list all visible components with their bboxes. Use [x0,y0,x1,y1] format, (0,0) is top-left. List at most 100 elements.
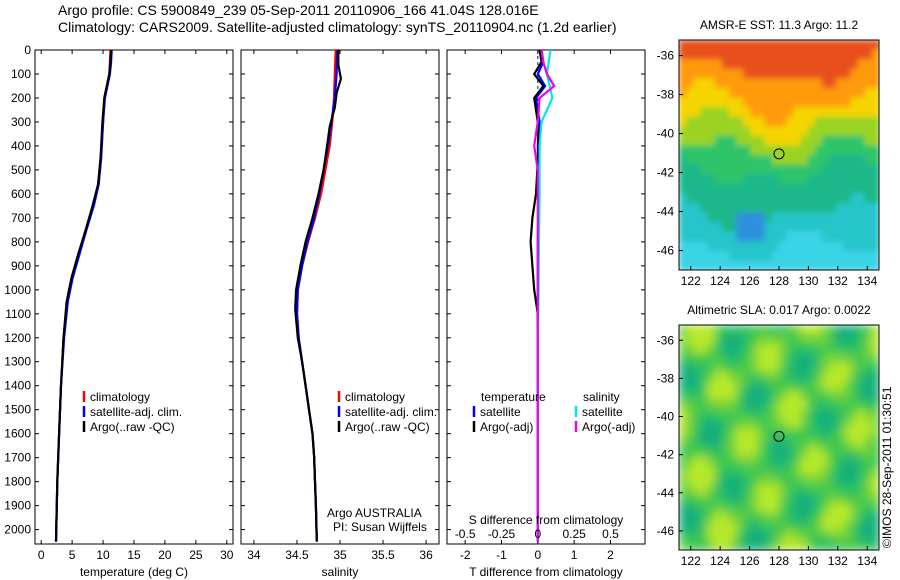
sla-map-y-tick-label: -44 [657,486,675,500]
depth-tick-label: 900 [11,259,31,273]
difference-legend-header-salinity: salinity [583,390,620,404]
difference-series-line [533,50,556,542]
difference-panel-frame [446,49,646,545]
sla-map-x-tick-label: 122 [681,554,701,568]
sla-map-x-tick-label: 128 [769,554,789,568]
difference-s-tick-label: -0.25 [488,527,516,541]
sst-map-x-tick-label: 132 [828,274,848,288]
depth-tick-label: 1100 [5,307,31,321]
depth-tick-label: 1300 [4,355,31,369]
difference-temperature-legend-label: Argo(-adj) [480,420,533,434]
salinity-x-tick-label: 35 [333,548,347,562]
depth-tick-label: 0 [24,43,31,57]
sst-map-y-tick-label: -40 [657,127,675,141]
salinity-legend-label: satellite-adj. clim. [345,405,437,419]
difference-temperature-legend-label: satellite [480,405,521,419]
difference-s-tick-label: 0 [534,527,541,541]
sst-map-x-tick-label: 128 [769,274,789,288]
difference-series-line [529,50,545,542]
figure-title-line1: Argo profile: CS 5900849_239 05-Sep-2011… [58,2,539,18]
depth-tick-label: 1900 [4,499,31,513]
figure-title-line2: Climatology: CARS2009. Satellite-adjuste… [58,19,617,35]
sla-map-x-tick-label: 130 [798,554,818,568]
difference-s-tick-label: 0.25 [562,527,586,541]
difference-legend-header-temperature: temperature [481,390,546,404]
imos-credit: ©IMOS 28-Sep-2011 01:30:51 [880,386,894,548]
sla-map-y-tick-label: -42 [657,448,675,462]
salinity-x-axis-label: salinity [322,565,359,579]
depth-tick-label: 1800 [4,475,31,489]
depth-tick-label: 600 [11,187,31,201]
temperature-x-tick-label: 15 [127,548,141,562]
temperature-x-axis-label: temperature (deg C) [80,565,188,579]
sst-map-y-tick-label: -44 [657,205,675,219]
temperature-x-tick-label: 5 [69,548,76,562]
difference-s-tick-label: 0.5 [602,527,619,541]
depth-tick-label: 1000 [4,283,31,297]
temperature-x-tick-label: 20 [158,548,172,562]
salinity-panel-frame [240,49,440,545]
sla-map-y-tick-label: -38 [657,371,675,385]
sst-map-x-tick-label: 126 [740,274,760,288]
salinity-legend-label: Argo(..raw -QC) [345,420,430,434]
depth-tick-label: 400 [11,139,31,153]
sst-map-x-tick-label: 122 [681,274,701,288]
depth-tick-label: 700 [11,211,31,225]
difference-s-tick-label: -0.5 [455,527,476,541]
sst-map-title: AMSR-E SST: 11.3 Argo: 11.2 [700,18,859,32]
difference-t-tick-label: -2 [460,548,471,562]
depth-tick-label: 100 [11,67,31,81]
depth-tick-label: 1600 [4,427,31,441]
depth-tick-label: 1700 [4,451,31,465]
sst-map-y-tick-label: -46 [657,244,675,258]
depth-tick-label: 1400 [4,379,31,393]
depth-tick-label: 1500 [4,403,31,417]
sla-map-title: Altimetric SLA: 0.017 Argo: 0.0022 [687,303,871,317]
temperature-x-tick-label: 0 [38,548,45,562]
depth-tick-label: 300 [11,115,31,129]
sst-map-x-tick-label: 124 [710,274,730,288]
operator-annotation: Argo AUSTRALIA [327,506,422,520]
difference-t-tick-label: 2 [607,548,614,562]
sst-map-argo-location-marker [773,148,785,160]
sst-map-y-tick-label: -42 [657,166,675,180]
salinity-x-tick-label: 34 [247,548,261,562]
temperature-x-tick-label: 25 [189,548,203,562]
difference-t-tick-label: 1 [571,548,578,562]
difference-s-axis-label: S difference from climatology [469,513,624,527]
depth-tick-label: 500 [11,163,31,177]
sst-map-x-tick-label: 134 [857,274,877,288]
depth-tick-label: 1200 [4,331,31,345]
temperature-legend-label: Argo(..raw -QC) [90,420,175,434]
sla-map-panel [678,324,880,551]
depth-tick-label: 2000 [4,523,31,537]
pi-annotation: PI: Susan Wijffels [333,520,427,534]
temperature-x-tick-label: 30 [220,548,234,562]
sst-map-y-tick-label: -36 [657,49,675,63]
temperature-series-line [54,50,113,542]
difference-salinity-legend-label: Argo(-adj) [582,420,635,434]
salinity-legend-label: climatology [345,390,405,404]
difference-t-tick-label: -1 [496,548,507,562]
temperature-x-tick-label: 10 [96,548,110,562]
sla-map-x-tick-label: 124 [710,554,730,568]
depth-tick-label: 800 [11,235,31,249]
sst-map-panel [678,39,880,271]
sla-map-y-tick-label: -46 [657,524,675,538]
sst-map-x-tick-label: 130 [798,274,818,288]
difference-t-tick-label: 0 [534,548,541,562]
sla-map-y-tick-label: -40 [657,410,675,424]
sla-map-argo-location-marker [773,430,785,442]
depth-tick-label: 200 [11,91,31,105]
temperature-legend-label: climatology [90,390,150,404]
sst-map-y-tick-label: -38 [657,88,675,102]
salinity-x-tick-label: 36 [419,548,433,562]
sla-map-x-tick-label: 132 [828,554,848,568]
sla-map-x-tick-label: 134 [857,554,877,568]
difference-salinity-legend-label: satellite [582,405,623,419]
salinity-x-tick-label: 35.5 [371,548,395,562]
sla-map-x-tick-label: 126 [740,554,760,568]
temperature-legend-label: satellite-adj. clim. [90,405,182,419]
difference-t-axis-label: T difference from climatology [469,565,623,579]
